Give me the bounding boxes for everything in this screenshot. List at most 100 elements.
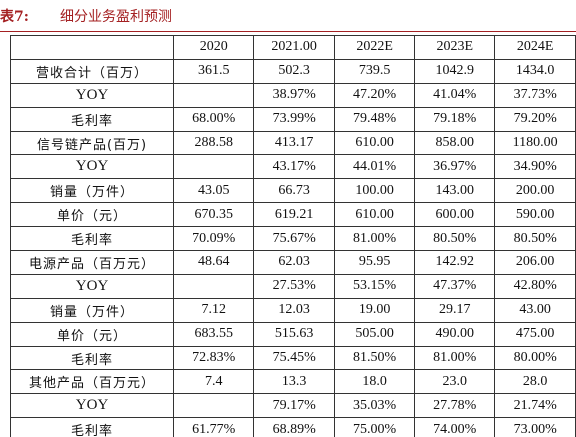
table-row: 毛利率 70.09% 75.67% 81.00% 80.50% 80.50% bbox=[9, 226, 576, 252]
header-cell-2020: 2020 bbox=[173, 35, 255, 60]
segment-forecast-table: 2020 2021.00 2022E 2023E 2024E 营收合计（百万） 3… bbox=[9, 35, 576, 437]
row-label: 营收合计（百万） bbox=[9, 58, 175, 84]
table-row: 毛利率 68.00% 73.99% 79.48% 79.18% 79.20% bbox=[9, 106, 576, 132]
table-cell: 29.17 bbox=[414, 297, 496, 323]
table-cell: 75.00% bbox=[334, 417, 416, 437]
table-cell: 79.48% bbox=[334, 106, 416, 132]
table-number: 表7: bbox=[0, 9, 29, 25]
table-row: 单价（元） 670.35 619.21 610.00 600.00 590.00 bbox=[9, 202, 576, 228]
table-cell: 79.18% bbox=[414, 106, 496, 132]
header-cell-2022e: 2022E bbox=[334, 35, 416, 60]
table-cell: 206.00 bbox=[494, 250, 576, 275]
header-cell-2024e: 2024E bbox=[494, 35, 576, 60]
row-label: 销量（万件） bbox=[9, 178, 175, 204]
table-cell: 200.00 bbox=[494, 178, 576, 204]
table-cell: 858.00 bbox=[414, 130, 496, 156]
table-row: 营收合计（百万） 361.5 502.3 739.5 1042.9 1434.0 bbox=[9, 58, 576, 84]
table-cell: 36.97% bbox=[414, 154, 496, 180]
table-cell: 43.17% bbox=[253, 154, 336, 180]
table-cell: 79.17% bbox=[253, 393, 336, 419]
table-cell: 21.74% bbox=[494, 393, 576, 419]
table-cell: 7.4 bbox=[173, 369, 255, 395]
table-cell: 43.05 bbox=[173, 178, 255, 204]
table-cell bbox=[173, 393, 255, 419]
table-cell: 80.50% bbox=[494, 226, 576, 252]
table-cell: 61.77% bbox=[173, 417, 255, 437]
table-cell: 27.53% bbox=[253, 273, 336, 299]
table-cell: 1434.0 bbox=[494, 58, 576, 84]
row-label: YOY bbox=[9, 154, 175, 180]
table-cell: 7.12 bbox=[173, 297, 255, 323]
table-cell: 142.92 bbox=[414, 250, 496, 275]
table-cell: 72.83% bbox=[173, 345, 255, 371]
table-cell: 44.01% bbox=[334, 154, 416, 180]
table-row: 销量（万件） 43.05 66.73 100.00 143.00 200.00 bbox=[9, 178, 576, 204]
table-cell: 35.03% bbox=[334, 393, 416, 419]
table-cell: 70.09% bbox=[173, 226, 255, 252]
table-row: 销量（万件） 7.12 12.03 19.00 29.17 43.00 bbox=[9, 297, 576, 323]
row-label: 毛利率 bbox=[9, 345, 175, 371]
row-label: 毛利率 bbox=[9, 417, 175, 437]
row-label: 毛利率 bbox=[9, 226, 175, 252]
table-row: 其他产品（百万元） 7.4 13.3 18.0 23.0 28.0 bbox=[9, 369, 576, 395]
table-cell: 47.20% bbox=[334, 82, 416, 108]
table-cell: 48.64 bbox=[173, 250, 255, 275]
table-title: 细分业务盈利预测 bbox=[60, 9, 172, 25]
table-cell: 490.00 bbox=[414, 321, 496, 347]
row-label: 电源产品（百万元） bbox=[9, 250, 175, 275]
table-cell: 610.00 bbox=[334, 202, 416, 228]
table-cell: 13.3 bbox=[253, 369, 336, 395]
table-row: 毛利率 72.83% 75.45% 81.50% 81.00% 80.00% bbox=[9, 345, 576, 371]
table-cell: 505.00 bbox=[334, 321, 416, 347]
table-cell: 475.00 bbox=[494, 321, 576, 347]
table-cell: 47.37% bbox=[414, 273, 496, 299]
caption-divider bbox=[0, 31, 576, 32]
table-cell: 610.00 bbox=[334, 130, 416, 156]
table-cell: 74.00% bbox=[414, 417, 496, 437]
table-cell: 683.55 bbox=[173, 321, 255, 347]
table-cell: 1180.00 bbox=[494, 130, 576, 156]
row-label: YOY bbox=[9, 273, 175, 299]
table-cell: 75.67% bbox=[253, 226, 336, 252]
row-label: YOY bbox=[9, 393, 175, 419]
table-cell: 66.73 bbox=[253, 178, 336, 204]
table-cell: 68.00% bbox=[173, 106, 255, 132]
table-cell: 81.00% bbox=[334, 226, 416, 252]
table-cell: 670.35 bbox=[173, 202, 255, 228]
row-label: 其他产品（百万元） bbox=[9, 369, 175, 395]
table-cell: 38.97% bbox=[253, 82, 336, 108]
table-cell: 361.5 bbox=[173, 58, 255, 84]
table-cell: 28.0 bbox=[494, 369, 576, 395]
row-label: 单价（元） bbox=[9, 202, 175, 228]
table-row: 信号链产品(百万) 288.58 413.17 610.00 858.00 1180.00 bbox=[9, 130, 576, 156]
table-cell: 81.00% bbox=[414, 345, 496, 371]
row-label: 销量（万件） bbox=[9, 297, 175, 323]
table-caption: 表7: 细分业务盈利预测 bbox=[0, 4, 576, 30]
table-cell: 79.20% bbox=[494, 106, 576, 132]
table-cell: 34.90% bbox=[494, 154, 576, 180]
table-cell bbox=[173, 82, 255, 108]
table-cell: 41.04% bbox=[414, 82, 496, 108]
table-row: YOY 79.17% 35.03% 27.78% 21.74% bbox=[9, 393, 576, 419]
table-row: YOY 38.97% 47.20% 41.04% 37.73% bbox=[9, 82, 576, 108]
table-cell: 1042.9 bbox=[414, 58, 496, 84]
table-cell: 288.58 bbox=[173, 130, 255, 156]
table-cell: 27.78% bbox=[414, 393, 496, 419]
table-cell: 18.0 bbox=[334, 369, 416, 395]
table-cell: 619.21 bbox=[253, 202, 336, 228]
table-row: 毛利率 61.77% 68.89% 75.00% 74.00% 73.00% bbox=[9, 417, 576, 437]
row-label: YOY bbox=[9, 82, 175, 108]
row-label: 信号链产品(百万) bbox=[9, 130, 175, 156]
table-cell: 600.00 bbox=[414, 202, 496, 228]
table-cell: 42.80% bbox=[494, 273, 576, 299]
table-cell: 12.03 bbox=[253, 297, 336, 323]
row-label: 毛利率 bbox=[9, 106, 175, 132]
table-cell: 590.00 bbox=[494, 202, 576, 228]
table-cell: 23.0 bbox=[414, 369, 496, 395]
header-cell-2021: 2021.00 bbox=[253, 35, 336, 60]
table-cell: 19.00 bbox=[334, 297, 416, 323]
table-row: YOY 27.53% 53.15% 47.37% 42.80% bbox=[9, 273, 576, 299]
table-cell: 80.00% bbox=[494, 345, 576, 371]
table-cell: 62.03 bbox=[253, 250, 336, 275]
row-label: 单价（元） bbox=[9, 321, 175, 347]
